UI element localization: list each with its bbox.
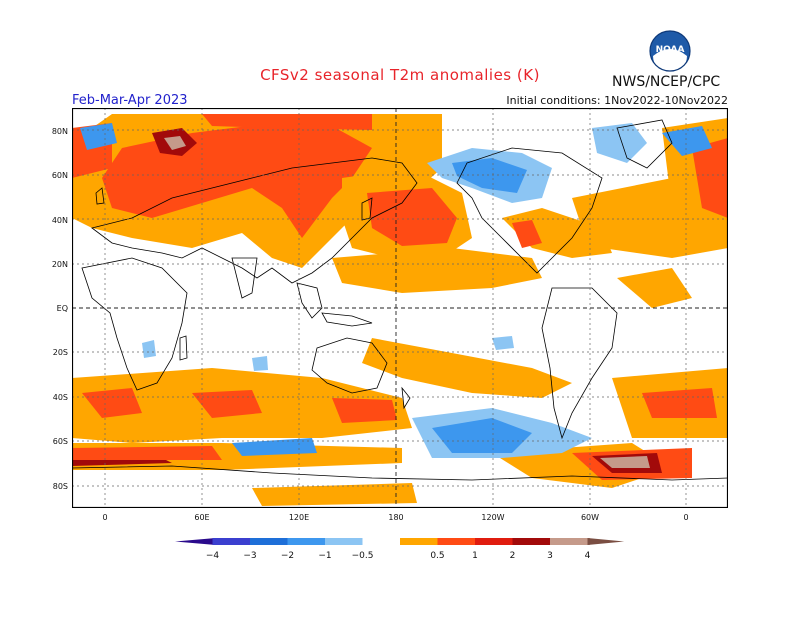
lon-label-60w: 60W — [580, 513, 600, 522]
svg-text:NOAA: NOAA — [656, 45, 685, 55]
legend-swatch--4_-3 — [212, 538, 253, 545]
legend-swatch--3_-2 — [250, 538, 290, 545]
legend-swatch-2_3 — [475, 538, 515, 545]
initial-conditions-label: Initial conditions: 1Nov2022-10Nov2022 — [506, 94, 728, 107]
continent-outlines — [72, 119, 728, 481]
legend-tick-label: 2 — [510, 551, 516, 561]
legend-swatch--2_-1 — [287, 538, 328, 545]
legend-tick-label: −3 — [243, 551, 256, 561]
map-title: CFSv2 seasonal T2m anomalies (K) — [260, 66, 540, 84]
legend-swatch-0.5_1 — [400, 538, 440, 545]
legend-tick-label: 3 — [547, 551, 553, 561]
legend-tick-label: 1 — [472, 551, 478, 561]
lat-label-eq: EQ — [56, 304, 68, 313]
reference-lines — [72, 108, 728, 508]
lon-label-60e: 60E — [194, 513, 210, 522]
legend-swatch-neutral — [362, 538, 403, 545]
legend-swatch--1_-0.5 — [325, 538, 365, 545]
lat-label-60n: 60N — [51, 171, 68, 180]
lat-label-40s: 40S — [52, 393, 68, 402]
lat-label-20s: 20S — [52, 348, 68, 357]
legend-swatch-above_4 — [587, 538, 625, 545]
lon-label-120w: 120W — [481, 513, 505, 522]
season-label: Feb-Mar-Apr 2023 — [72, 93, 188, 108]
anomaly-map — [72, 108, 728, 508]
legend-swatch-4_plus — [550, 538, 590, 545]
legend-tick-label: 0.5 — [430, 551, 444, 561]
agency-label: NWS/NCEP/CPC — [612, 74, 721, 90]
legend-tick-label: −0.5 — [352, 551, 374, 561]
anomaly-fills — [72, 114, 728, 506]
legend-swatch-below_-4 — [175, 538, 216, 545]
lon-label-120e: 120E — [288, 513, 310, 522]
lat-label-20n: 20N — [51, 260, 68, 269]
legend-tick-label: −2 — [281, 551, 294, 561]
lat-label-80n: 80N — [51, 127, 68, 136]
lon-label-180: 180 — [388, 513, 404, 522]
lon-label-0-east: 0 — [683, 513, 689, 522]
legend-swatch-3_4 — [512, 538, 553, 545]
colorbar-legend: −4 −3 −2 −1 −0.5 0.5 1 2 3 4 — [175, 538, 625, 561]
legend-tick-label: 4 — [585, 551, 591, 561]
lat-label-40n: 40N — [51, 216, 68, 225]
legend-swatch-1_2 — [437, 538, 478, 545]
map-frame — [72, 108, 728, 508]
legend-tick-label: −1 — [318, 551, 331, 561]
lon-label-0: 0 — [102, 513, 108, 522]
lat-label-60s: 60S — [52, 437, 68, 446]
legend-tick-label: −4 — [206, 551, 220, 561]
lat-label-80s: 80S — [52, 482, 68, 491]
noaa-logo: NOAA — [649, 30, 691, 72]
